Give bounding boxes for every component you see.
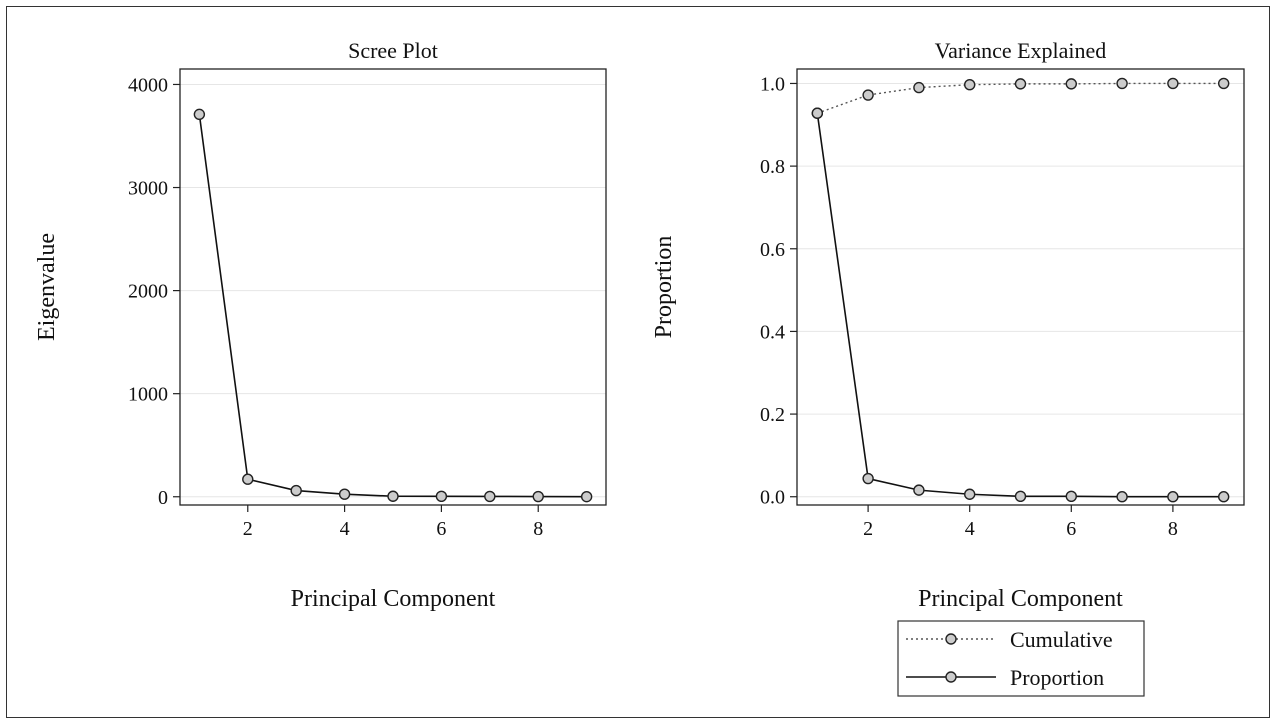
y-tick-label: 4000 (128, 74, 168, 96)
x-tick-label: 4 (340, 518, 350, 540)
y-axis-label: Proportion (651, 236, 677, 339)
data-point (1065, 490, 1077, 503)
data-point (1014, 490, 1027, 503)
series-line (816, 113, 1224, 498)
data-point (964, 79, 976, 91)
y-tick-label: 1.0 (760, 73, 785, 95)
data-point (811, 107, 824, 119)
data-point (193, 108, 206, 121)
data-point (580, 490, 593, 503)
chart-title: Variance Explained (935, 38, 1107, 63)
data-point (964, 488, 976, 500)
y-tick-label: 0.0 (760, 487, 785, 509)
legend-marker (945, 671, 957, 683)
data-point (862, 472, 874, 485)
x-tick-label: 2 (863, 518, 873, 540)
data-point (435, 490, 448, 503)
legend-label: Cumulative (1010, 627, 1113, 652)
y-tick-label: 3000 (128, 178, 168, 200)
data-point (1065, 78, 1077, 90)
data-point (532, 490, 544, 503)
x-tick-label: 2 (243, 518, 253, 540)
y-tick-label: 0.8 (760, 156, 785, 178)
chart-panel-1: 0 1000 2000 3000 4000 2 4 6 8 Scree Plot Principal… (34, 38, 607, 612)
series-proportion (811, 107, 1230, 503)
y-tick-label: 0 (158, 487, 168, 509)
data-point (484, 490, 496, 503)
y-tick-label: 0.2 (760, 404, 785, 426)
series-cumulative (811, 77, 1230, 119)
data-point (387, 490, 399, 502)
data-point (242, 473, 254, 485)
data-point (862, 89, 874, 101)
data-point (290, 484, 302, 497)
data-point (913, 484, 925, 496)
x-tick-label: 8 (1168, 518, 1178, 540)
x-tick-label: 4 (965, 518, 975, 540)
legend: Cumulative Proportion (897, 620, 1145, 697)
x-tick-label: 6 (1066, 518, 1076, 540)
x-axis-label: Principal Component (291, 586, 496, 612)
chart-panel-2: 0.0 0.2 0.4 0.6 0.8 1.0 2 4 6 8 Variance Explained… (651, 38, 1245, 697)
x-axis-label: Principal Component (918, 586, 1123, 612)
legend-marker (945, 633, 957, 645)
data-point (1167, 77, 1179, 90)
y-tick-label: 2000 (128, 281, 168, 303)
data-point (1217, 77, 1230, 90)
data-point (1116, 491, 1128, 503)
data-point (1167, 491, 1179, 503)
plot-area (796, 68, 1245, 506)
chart-title: Scree Plot (348, 38, 438, 63)
y-tick-label: 0.4 (760, 321, 785, 343)
plot-area (179, 68, 607, 506)
data-point (338, 488, 351, 500)
y-tick-label: 1000 (128, 384, 168, 406)
x-tick-label: 8 (533, 518, 543, 540)
data-point (1116, 77, 1128, 90)
legend-box (897, 620, 1145, 697)
figure-frame (6, 6, 1270, 718)
x-tick-label: 6 (436, 518, 446, 540)
y-axis-label: Eigenvalue (34, 233, 60, 341)
series-line-1 (193, 108, 593, 503)
data-point (1217, 491, 1230, 503)
series-line (198, 114, 587, 498)
y-tick-label: 0.6 (760, 239, 785, 261)
data-point (913, 81, 925, 94)
data-point (1014, 78, 1027, 90)
legend-label: Proportion (1010, 665, 1104, 690)
